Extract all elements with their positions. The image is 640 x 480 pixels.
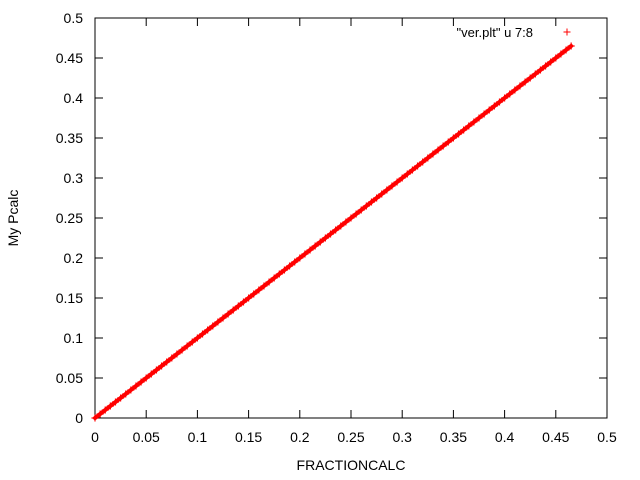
y-tick-label: 0	[75, 410, 83, 426]
y-tick-label: 0.4	[64, 90, 84, 106]
y-tick-label: 0.05	[56, 370, 83, 386]
y-axis-ticks: 0 0.05 0.1 0.15 0.2 0.25 0.3 0.35 0.4 0.45 0.5	[56, 10, 607, 426]
y-tick-label: 0.5	[64, 10, 84, 26]
x-axis-title: FRACTIONCALC	[297, 457, 406, 473]
x-tick-label: 0.1	[188, 429, 208, 445]
y-tick-label: 0.25	[56, 210, 83, 226]
x-tick-label: 0.05	[133, 429, 160, 445]
x-tick-label: 0.5	[597, 429, 617, 445]
x-tick-label: 0.25	[337, 429, 364, 445]
y-tick-label: 0.15	[56, 290, 83, 306]
x-tick-label: 0.35	[440, 429, 467, 445]
x-axis-ticks: 0 0.05 0.1 0.15 0.2 0.25 0.3 0.35 0.4 0.45 0.5	[91, 18, 617, 445]
x-tick-label: 0.45	[542, 429, 569, 445]
y-axis-title: My Pcalc	[5, 190, 21, 247]
series-line	[93, 44, 574, 420]
y-tick-label: 0.35	[56, 130, 83, 146]
y-tick-label: 0.2	[64, 250, 84, 266]
y-tick-label: 0.45	[56, 50, 83, 66]
x-tick-label: 0.2	[290, 429, 310, 445]
y-tick-label: 0.1	[64, 330, 84, 346]
legend: "ver.plt" u 7:8	[457, 25, 571, 40]
legend-marker	[563, 28, 571, 36]
y-tick-label: 0.3	[64, 170, 84, 186]
x-tick-label: 0.3	[392, 429, 412, 445]
x-tick-label: 0	[91, 429, 99, 445]
x-tick-label: 0.15	[235, 429, 262, 445]
data-series	[91, 42, 575, 422]
legend-label: "ver.plt" u 7:8	[457, 25, 533, 40]
x-tick-label: 0.4	[495, 429, 515, 445]
